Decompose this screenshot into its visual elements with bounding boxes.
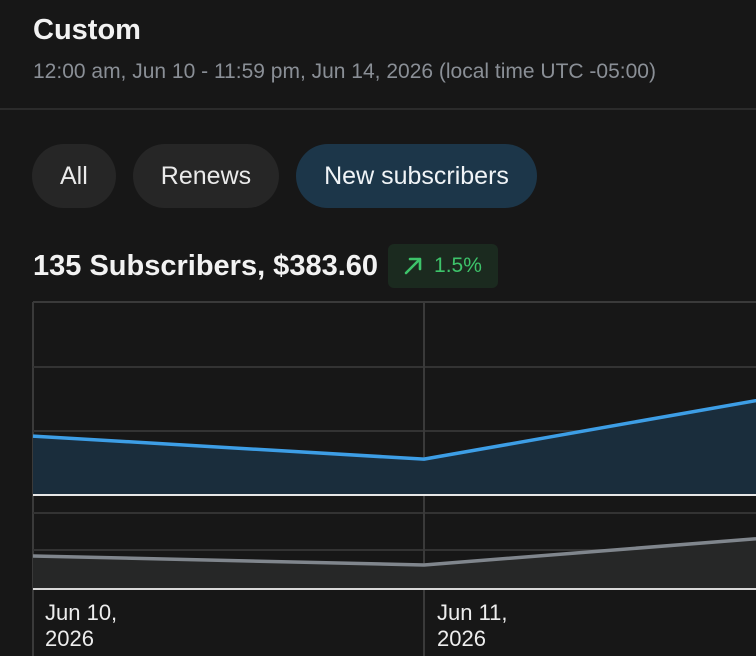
trend-badge: 1.5% xyxy=(388,244,498,288)
secondary-series-panel xyxy=(32,536,756,590)
filter-renews-button[interactable]: Renews xyxy=(132,144,280,208)
x-tick-line1: Jun 11, xyxy=(437,600,508,625)
report-header: Custom 12:00 am, Jun 10 - 11:59 pm, Jun … xyxy=(0,0,756,110)
x-tick-line2: 2026 xyxy=(437,626,486,651)
x-tick-label-1: Jun 11, 2026 xyxy=(437,600,508,651)
filter-all-button[interactable]: All xyxy=(32,144,116,208)
primary-series-panel xyxy=(32,398,756,496)
filter-new-subscribers-button[interactable]: New subscribers xyxy=(296,144,537,208)
x-tick-line2: 2026 xyxy=(45,626,94,651)
arrow-up-right-icon xyxy=(404,257,422,275)
page-title: Custom xyxy=(33,14,141,46)
x-tick-label-0: Jun 10, 2026 xyxy=(45,600,117,651)
primary-line xyxy=(32,398,756,461)
chart-grid xyxy=(32,301,756,656)
filter-tabs: All Renews New subscribers xyxy=(32,144,537,208)
summary-total: 135 Subscribers, $383.60 xyxy=(33,249,379,282)
primary-area xyxy=(33,400,756,495)
secondary-line xyxy=(32,536,756,567)
x-tick-line1: Jun 10, xyxy=(45,600,117,625)
summary-row: 135 Subscribers, $383.60 1.5% xyxy=(33,244,498,288)
secondary-area xyxy=(33,538,756,589)
date-range-label: 12:00 am, Jun 10 - 11:59 pm, Jun 14, 202… xyxy=(33,60,656,83)
trend-percent: 1.5% xyxy=(434,254,482,277)
